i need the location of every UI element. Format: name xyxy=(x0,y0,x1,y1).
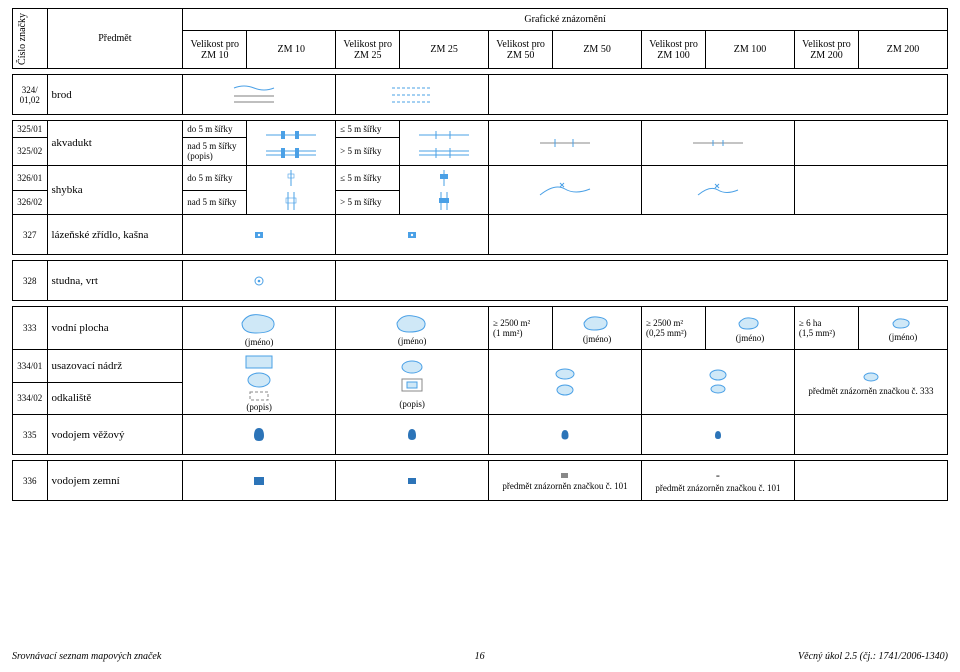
plocha-zm10-icon xyxy=(234,309,284,337)
code-33401: 334/01 xyxy=(13,350,48,383)
row-33401: 334/01 usazovací nádrž (popis) (popis) xyxy=(13,350,948,383)
code-32602: 326/02 xyxy=(13,190,48,215)
size-zm25: Velikost pro ZM 25 xyxy=(336,31,400,69)
code-333: 333 xyxy=(13,307,48,350)
row-336: 336 vodojem zemní předmět znázorněn znač… xyxy=(13,461,948,501)
name-336: vodojem zemní xyxy=(47,461,183,501)
footer-center: 16 xyxy=(475,651,485,662)
plocha-zm25-icon xyxy=(389,310,435,336)
vodojem-zem-zm50-icon xyxy=(559,471,571,481)
code-328: 328 xyxy=(13,261,48,301)
nadrz-zm25-icon xyxy=(389,355,435,399)
name-328: studna, vrt xyxy=(47,261,183,301)
symbol-table: Číslo značky Předmět Grafické znázornění… xyxy=(12,8,948,501)
zm10: ZM 10 xyxy=(247,31,336,69)
brod-zm10-icon xyxy=(229,80,289,110)
kasna-zm25-icon xyxy=(397,225,427,245)
vodojem-zem-zm25-icon xyxy=(405,475,419,487)
header-row-1: Číslo značky Předmět Grafické znázornění xyxy=(13,9,948,31)
s-325-2b: > 5 m šířky xyxy=(336,137,400,165)
brod-zm25-icon xyxy=(382,80,442,110)
shybka-zm100-icon xyxy=(688,175,748,205)
shybka-zm50-icon xyxy=(535,175,595,205)
s-326-2b: > 5 m šířky xyxy=(336,190,400,215)
zm25: ZM 25 xyxy=(400,31,489,69)
col-predmet: Předmět xyxy=(47,9,183,69)
s-326-1b: nad 5 m šířky xyxy=(183,190,247,215)
row-327: 327 lázeňské zřídlo, kašna xyxy=(13,215,948,255)
vodojem-vez-zm25-icon xyxy=(405,427,419,443)
zm50: ZM 50 xyxy=(553,31,642,69)
name-324: brod xyxy=(47,75,183,115)
plocha-zm200-icon xyxy=(888,314,918,332)
zm200: ZM 200 xyxy=(859,31,948,69)
code-32601: 326/01 xyxy=(13,166,48,191)
page-footer: Srovnávací seznam mapových značek 16 Věc… xyxy=(12,651,948,662)
nadrz-zm10-icon xyxy=(234,352,284,402)
name-335: vodojem věžový xyxy=(47,415,183,455)
akvadukt-zm100-icon xyxy=(688,133,748,153)
row-328: 328 studna, vrt xyxy=(13,261,948,301)
code-335: 335 xyxy=(13,415,48,455)
s-325-2a: ≤ 5 m šířky xyxy=(336,121,400,138)
row-32501: 325/01 akvadukt do 5 m šířky ≤ 5 m šířky xyxy=(13,121,948,138)
zm100: ZM 100 xyxy=(706,31,795,69)
code-324: 324/ 01,02 xyxy=(13,75,48,115)
akvadukt-zm10-icon xyxy=(261,123,321,163)
name-33402: odkaliště xyxy=(47,382,183,415)
code-336: 336 xyxy=(13,461,48,501)
row-32601: 326/01 shybka do 5 m šířky ≤ 5 m šířky xyxy=(13,166,948,191)
nadrz-zm200-icon xyxy=(857,368,885,386)
name-327: lázeňské zřídlo, kašna xyxy=(47,215,183,255)
col-graf: Grafické znázornění xyxy=(183,9,948,31)
shybka-zm25-icon xyxy=(419,168,469,212)
nadrz-zm50-icon xyxy=(545,364,585,400)
name-326: shybka xyxy=(47,166,183,215)
s-325-1a: do 5 m šířky xyxy=(183,121,247,138)
s-326-1a: do 5 m šířky xyxy=(183,166,247,191)
footer-right: Věcný úkol 2.5 (čj.: 1741/2006-1340) xyxy=(798,651,948,662)
size-zm200: Velikost pro ZM 200 xyxy=(794,31,858,69)
kasna-zm10-icon xyxy=(244,225,274,245)
vodojem-vez-zm50-icon xyxy=(559,428,571,442)
akvadukt-zm50-icon xyxy=(535,133,595,153)
vodojem-vez-zm100-icon xyxy=(713,429,723,441)
nadrz-zm100-icon xyxy=(701,366,735,398)
row-333: 333 vodní plocha (jméno) (jméno) ≥ 2500 … xyxy=(13,307,948,350)
name-33401: usazovací nádrž xyxy=(47,350,183,383)
size-zm100: Velikost pro ZM 100 xyxy=(641,31,705,69)
size-zm50: Velikost pro ZM 50 xyxy=(489,31,553,69)
name-333: vodní plocha xyxy=(47,307,183,350)
akvadukt-zm25-icon xyxy=(414,123,474,163)
s-326-2a: ≤ 5 m šířky xyxy=(336,166,400,191)
footer-left: Srovnávací seznam mapových značek xyxy=(12,651,161,662)
row-335: 335 vodojem věžový xyxy=(13,415,948,455)
name-325: akvadukt xyxy=(47,121,183,166)
code-33402: 334/02 xyxy=(13,382,48,415)
shybka-zm10-icon xyxy=(266,168,316,212)
row-324: 324/ 01,02 brod xyxy=(13,75,948,115)
code-32502: 325/02 xyxy=(13,137,48,165)
code-32501: 325/01 xyxy=(13,121,48,138)
vodojem-vez-zm10-icon xyxy=(251,426,267,444)
size-zm10: Velikost pro ZM 10 xyxy=(183,31,247,69)
plocha-zm100-icon xyxy=(733,313,767,333)
code-327: 327 xyxy=(13,215,48,255)
plocha-zm50-icon xyxy=(577,312,617,334)
vodojem-zem-zm10-icon xyxy=(251,474,267,488)
col-cislo: Číslo značky xyxy=(17,13,28,65)
studna-icon xyxy=(249,271,269,291)
